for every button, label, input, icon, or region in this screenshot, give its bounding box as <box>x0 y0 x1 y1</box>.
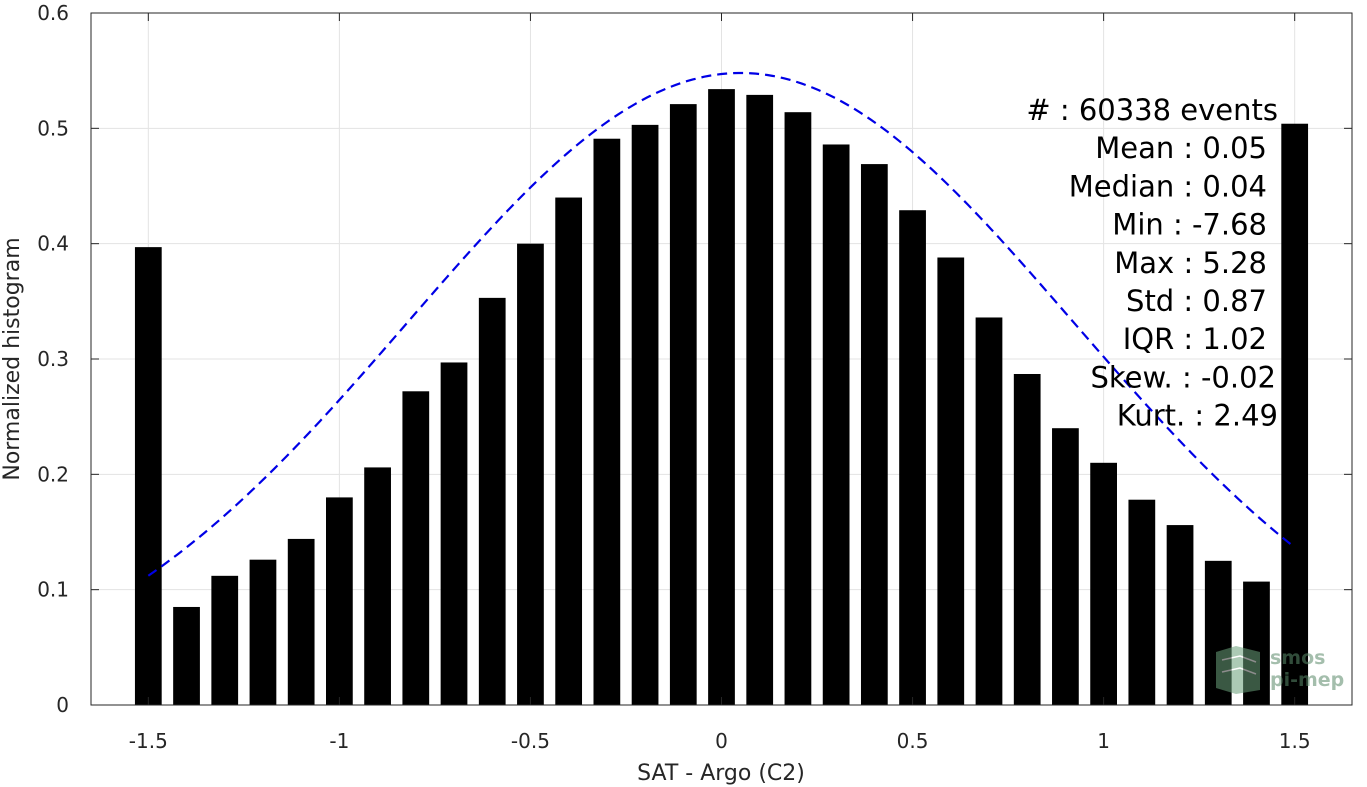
stats-line: Std : 0.87 <box>1126 284 1267 318</box>
histogram-bar <box>173 606 200 705</box>
histogram-bar <box>517 243 544 705</box>
histogram-bar <box>937 257 965 705</box>
x-tick-label: 0 <box>715 729 728 753</box>
stats-panel: # : 60338 events Mean : 0.05 Median : 0.04… <box>1026 93 1278 433</box>
y-tick-label: 0.6 <box>37 1 69 25</box>
y-tick-label: 0 <box>56 693 69 717</box>
histogram-bar <box>1013 373 1041 705</box>
histogram-bar <box>746 94 774 706</box>
stats-line: Median : 0.04 <box>1069 169 1267 203</box>
smos-pimep-logo: smos pi-mep <box>1216 646 1344 694</box>
histogram-bar <box>326 497 353 705</box>
axis-ticks <box>91 12 1352 706</box>
y-axis-label: Normalized histogram <box>0 237 25 480</box>
y-tick-label: 0.3 <box>37 347 69 371</box>
histogram-bar <box>440 362 468 705</box>
stats-line: Min : -7.68 <box>1112 208 1267 242</box>
histogram-bar <box>860 164 888 705</box>
histogram-bar <box>134 247 162 706</box>
x-tick-label: 0.5 <box>897 729 929 753</box>
normal-fit-curve <box>147 71 1296 577</box>
histogram-bar <box>822 144 850 706</box>
histogram-bar <box>555 197 583 706</box>
histogram-bar <box>593 138 621 706</box>
x-tick-label: -0.5 <box>511 729 550 753</box>
histogram-bar <box>1166 525 1194 705</box>
stats-line: Kurt. : 2.49 <box>1117 399 1278 433</box>
histogram-bar <box>249 559 277 705</box>
histogram-bar <box>1090 462 1117 705</box>
y-tick-label: 0.1 <box>37 578 69 602</box>
x-tick-label: -1.5 <box>129 729 168 753</box>
y-tick-label: 0.4 <box>37 232 69 256</box>
histogram-bar <box>478 297 506 705</box>
histogram-bar <box>784 112 812 706</box>
stats-line: Skew. : -0.02 <box>1090 360 1276 394</box>
stats-line: IQR : 1.02 <box>1123 322 1267 356</box>
histogram-bars <box>134 89 1309 706</box>
logo-text-line2: pi-mep <box>1270 669 1344 691</box>
histogram-bar <box>1052 428 1079 705</box>
stats-line: Mean : 0.05 <box>1095 131 1267 165</box>
y-tick-label: 0.5 <box>37 116 69 140</box>
x-tick-labels: -1.5 -1 -0.5 0 0.5 1 1.5 <box>129 729 1311 753</box>
logo-text-line1: smos <box>1270 647 1325 669</box>
histogram-bar <box>287 538 315 705</box>
y-tick-label: 0.2 <box>37 462 69 486</box>
x-axis-label: SAT - Argo (C2) <box>637 761 805 786</box>
histogram-bar <box>1281 123 1309 706</box>
histogram-bar <box>975 317 1003 705</box>
histogram-bar <box>708 89 735 706</box>
histogram-bar <box>211 575 239 705</box>
x-tick-label: 1 <box>1097 729 1110 753</box>
histogram-bar <box>631 124 659 705</box>
stats-line: # : 60338 events <box>1026 93 1278 127</box>
histogram-bar <box>364 467 391 705</box>
stats-line: Max : 5.28 <box>1114 246 1267 280</box>
x-tick-label: -1 <box>329 729 349 753</box>
histogram-bar <box>899 210 926 705</box>
histogram-bar <box>1128 499 1156 705</box>
histogram-bar <box>669 104 697 705</box>
histogram-bar <box>402 391 430 705</box>
x-tick-label: 1.5 <box>1279 729 1311 753</box>
y-tick-labels: 0 0.1 0.2 0.3 0.4 0.5 0.6 <box>37 1 69 717</box>
